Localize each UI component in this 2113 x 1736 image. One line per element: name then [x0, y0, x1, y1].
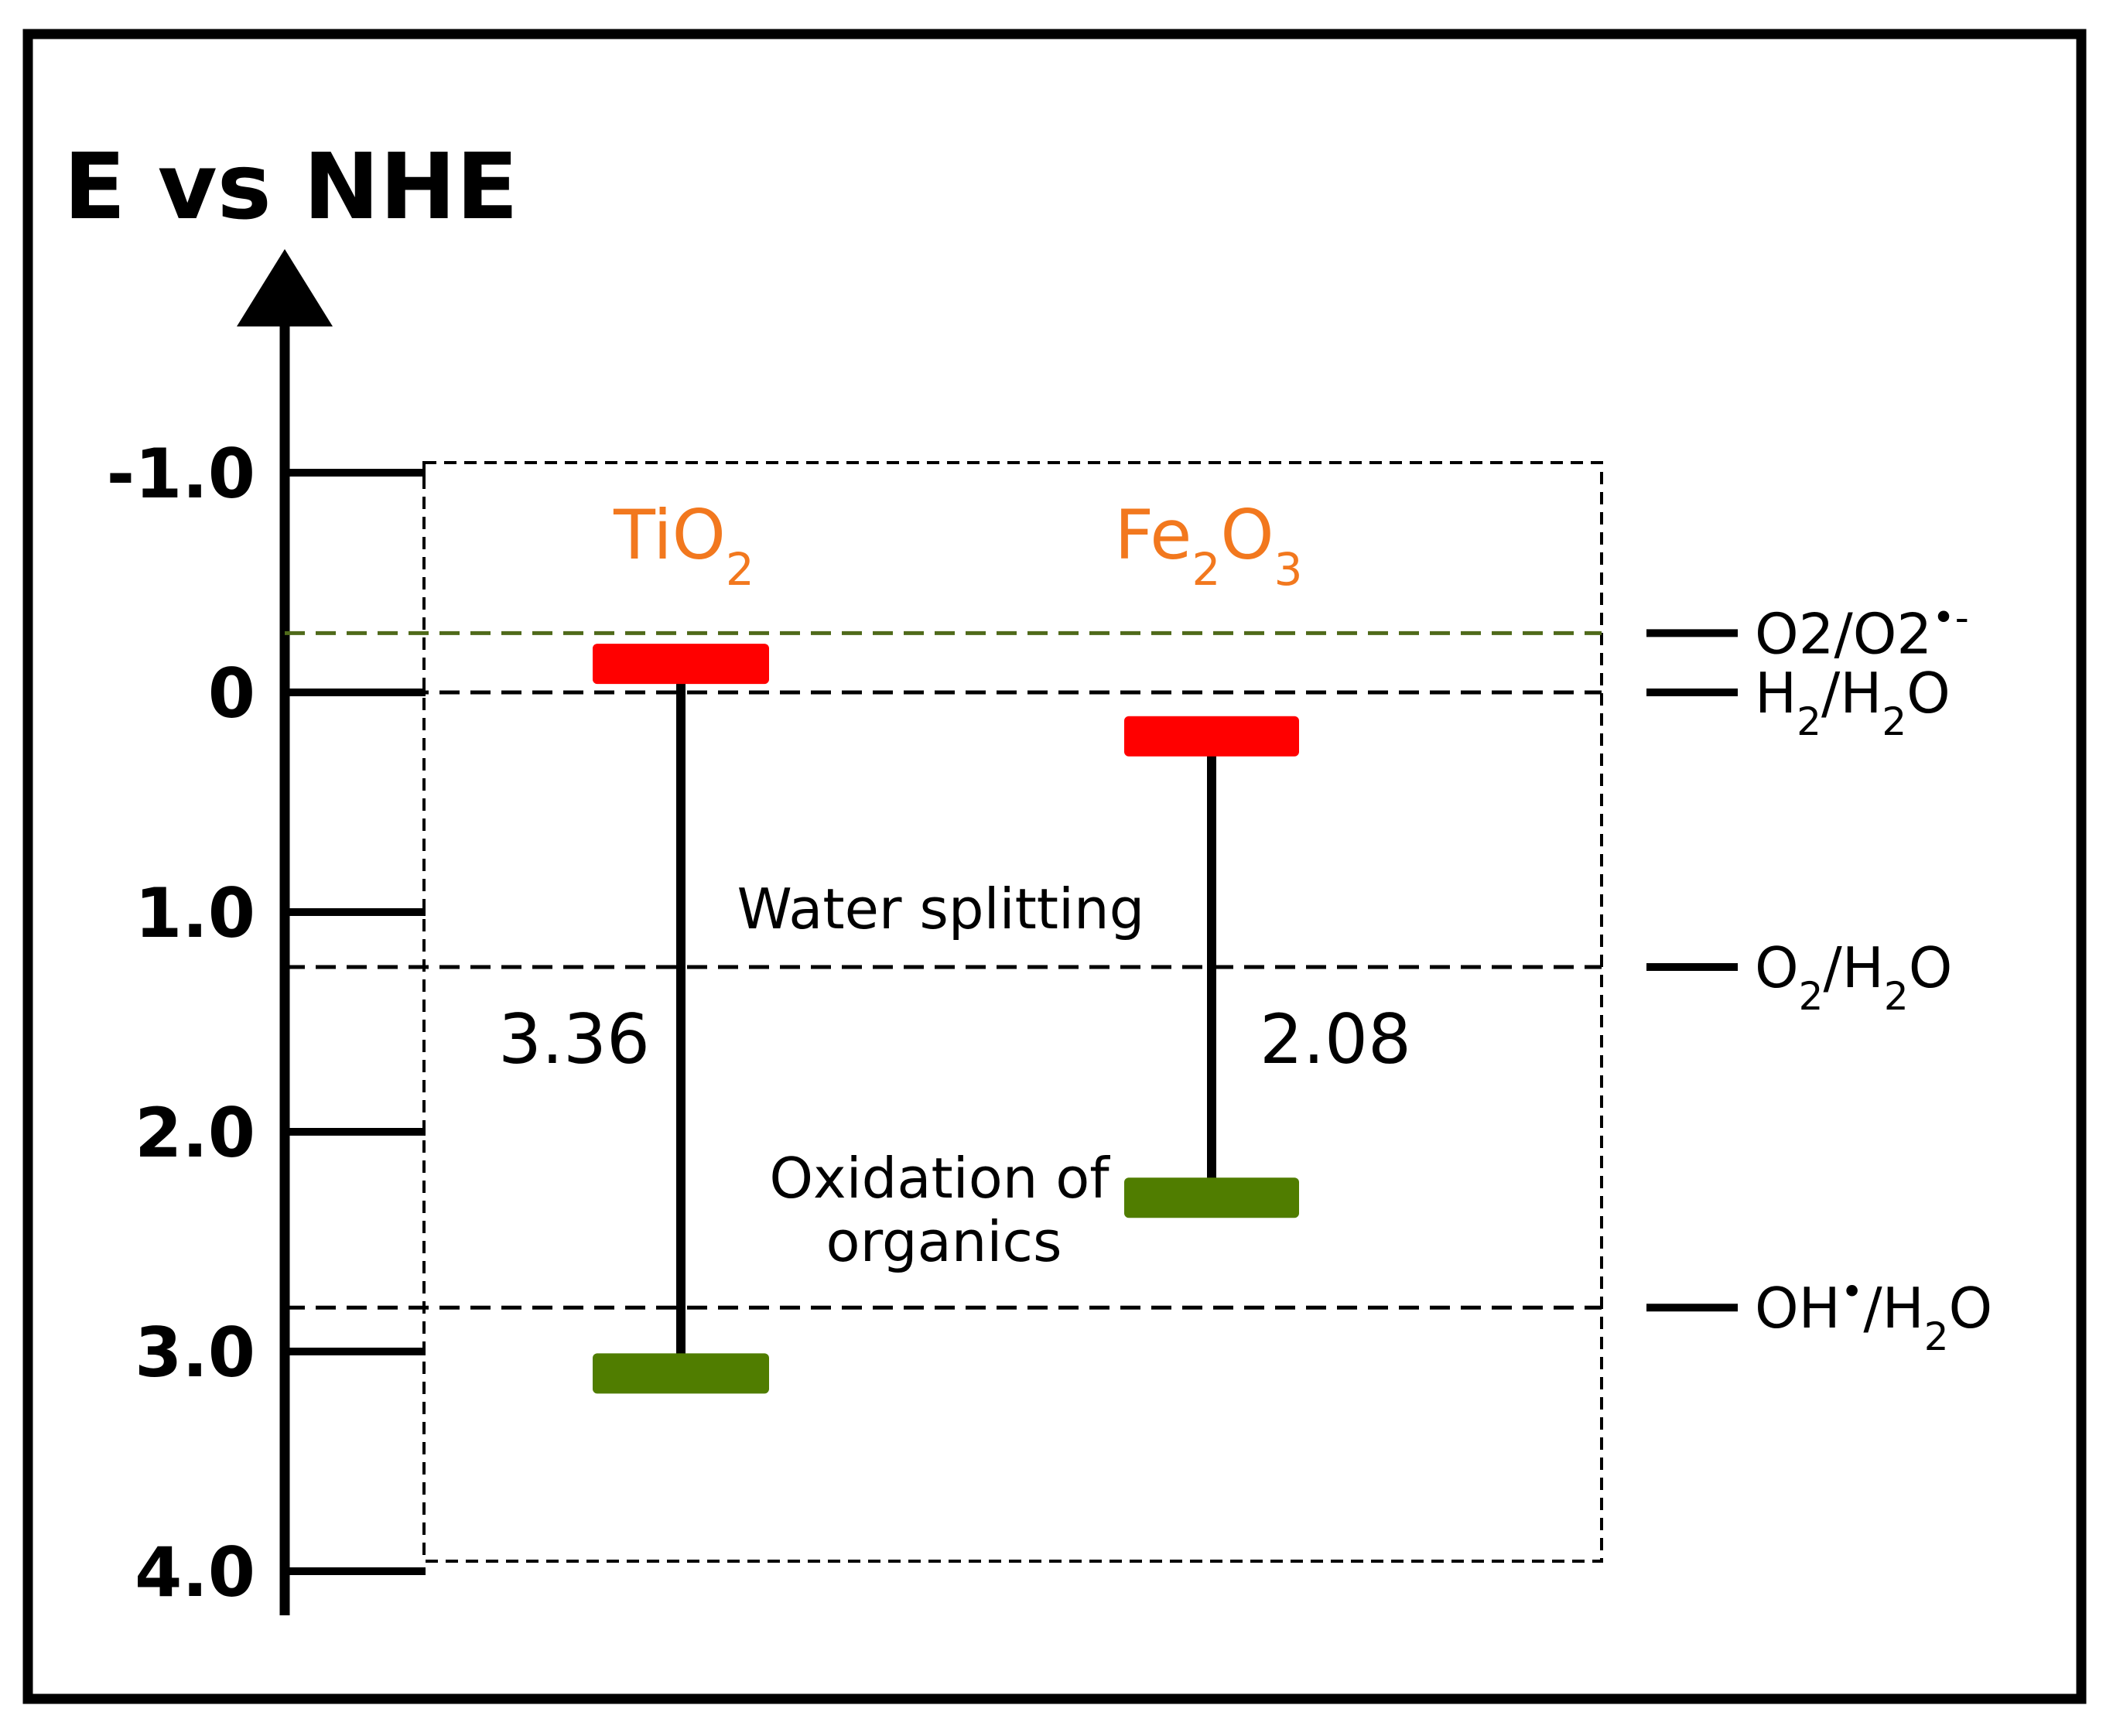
- redox-label-part: 2: [1884, 974, 1909, 1019]
- material-name-subscript: 2: [1192, 543, 1220, 596]
- redox-label-part: O2/O2: [1755, 601, 1932, 666]
- redox-label-part: O: [1909, 935, 1953, 1000]
- water-splitting-label: Water splitting: [737, 877, 1145, 941]
- figure-frame: [22, 29, 2087, 1704]
- redox-label-part: /H: [1863, 1276, 1923, 1341]
- conduction-band-edge: [1124, 716, 1299, 757]
- redox-label-part: /H: [1821, 661, 1882, 726]
- material-name: Fe2O3: [1114, 495, 1302, 596]
- tick-label: -1.0: [107, 434, 255, 514]
- redox-label-o2-superoxide: O2/O2•-: [1755, 595, 1969, 666]
- valence-band-edge: [593, 1353, 769, 1394]
- tick-label: 2.0: [135, 1093, 255, 1173]
- redox-label-part: •: [1841, 1270, 1864, 1314]
- oxidation-label-line1: Oxidation of: [769, 1146, 1110, 1211]
- energy-window-box: [422, 461, 1603, 1563]
- tick-label: 3.0: [135, 1313, 255, 1393]
- redox-label-o2-h2o: O2/H2O: [1755, 935, 1952, 1019]
- material-name-subscript: 2: [726, 543, 754, 596]
- oxidation-label-line2: organics: [826, 1209, 1062, 1274]
- redox-label-oh-h2o: OH•/H2O: [1755, 1270, 1992, 1359]
- redox-label-part: 2: [1797, 699, 1821, 744]
- redox-label-h2-h2o: H2/H2O: [1755, 661, 1951, 744]
- redox-label-part: /H: [1823, 935, 1883, 1000]
- axis-arrowhead-icon: [237, 249, 333, 326]
- redox-label-part: O: [1949, 1276, 1993, 1341]
- redox-label-part: 2: [1924, 1314, 1949, 1359]
- tick-label: 1.0: [135, 873, 255, 953]
- band-gap-value: 3.36: [498, 1000, 650, 1079]
- redox-label-part: 2: [1799, 974, 1824, 1019]
- material-name: TiO2: [613, 495, 754, 596]
- material-name-part: Fe: [1114, 495, 1192, 575]
- material-name-part: O: [1220, 495, 1274, 575]
- redox-label-part: •-: [1932, 595, 1969, 640]
- redox-label-part: H: [1755, 661, 1797, 726]
- material-name-part: TiO: [613, 495, 726, 575]
- redox-label-part: 2: [1882, 699, 1906, 744]
- axis-title: E vs NHE: [63, 133, 518, 240]
- valence-band-edge: [1124, 1177, 1299, 1218]
- redox-label-part: OH: [1755, 1276, 1841, 1341]
- tick-label: 0: [208, 654, 255, 733]
- conduction-band-edge: [593, 644, 769, 685]
- tick-label: 4.0: [135, 1533, 255, 1612]
- band-gap-value: 2.08: [1260, 1000, 1411, 1079]
- redox-label-part: O: [1755, 935, 1799, 1000]
- axis-ticks: -1.0 0 1.0 2.0 3.0 4.0: [107, 434, 426, 1612]
- material-name-subscript: 3: [1274, 543, 1303, 596]
- redox-label-part: O: [1906, 661, 1951, 726]
